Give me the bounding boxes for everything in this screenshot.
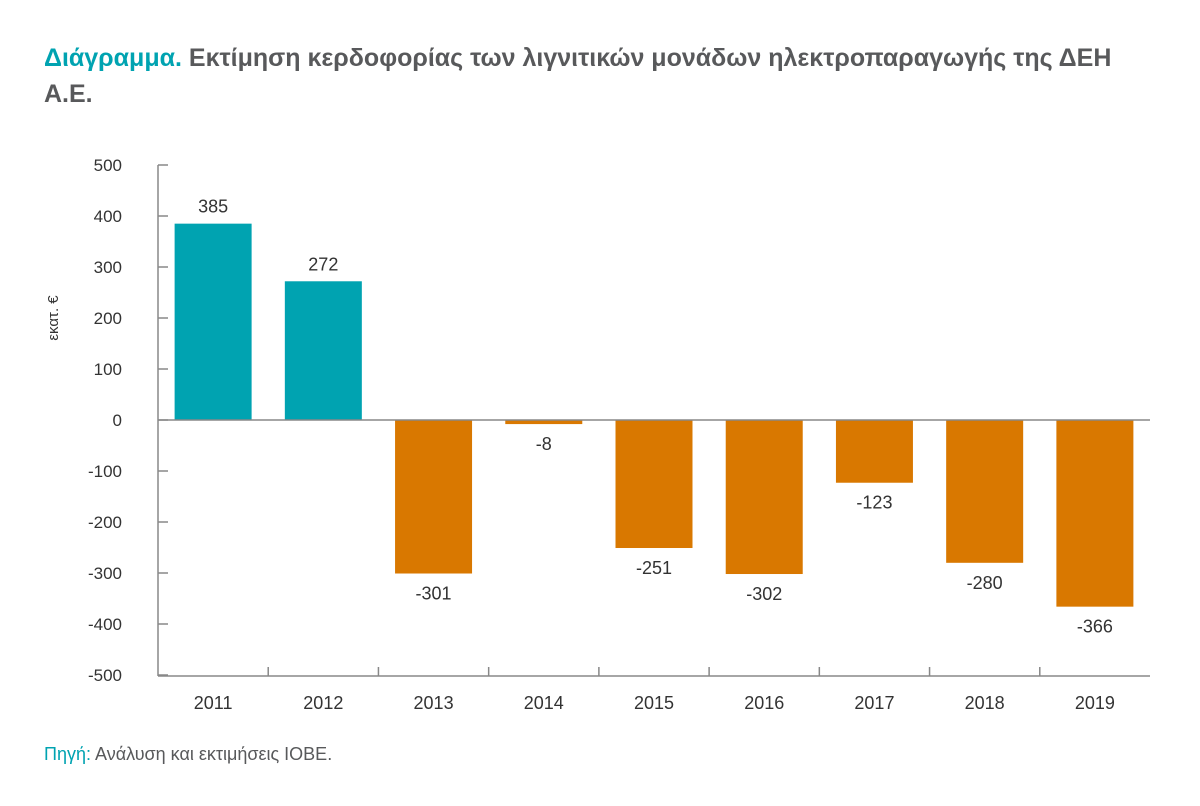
x-tick-label: 2012 xyxy=(303,693,343,713)
title-text: Εκτίμηση κερδοφορίας των λιγνιτικών μονά… xyxy=(44,44,1112,108)
data-label: -8 xyxy=(536,434,552,454)
y-tick-label: -100 xyxy=(88,462,122,481)
data-label: -301 xyxy=(416,584,452,604)
chart-title: Διάγραμμα. Εκτίμηση κερδοφορίας των λιγν… xyxy=(44,40,1164,112)
y-tick-label: 400 xyxy=(94,207,122,226)
title-lead: Διάγραμμα. xyxy=(44,44,182,72)
x-tick-label: 2016 xyxy=(744,693,784,713)
bar-2016 xyxy=(725,420,803,575)
source-note: Πηγή: Ανάλυση και εκτιμήσεις ΙΟΒΕ. xyxy=(44,744,332,765)
y-tick-label: 300 xyxy=(94,258,122,277)
y-tick-label: -200 xyxy=(88,513,122,532)
x-tick-label: 2013 xyxy=(414,693,454,713)
y-tick-label: -500 xyxy=(88,666,122,685)
bar-2018 xyxy=(946,420,1024,563)
x-tick-label: 2014 xyxy=(524,693,564,713)
x-tick-label: 2015 xyxy=(634,693,674,713)
data-label: -302 xyxy=(746,584,782,604)
bar-2017 xyxy=(835,420,913,483)
data-label: -366 xyxy=(1077,617,1113,637)
bar-2019 xyxy=(1056,420,1134,607)
x-tick-label: 2017 xyxy=(854,693,894,713)
bar-2014 xyxy=(505,420,583,425)
data-label: -280 xyxy=(967,573,1003,593)
x-tick-label: 2019 xyxy=(1075,693,1115,713)
data-label: 385 xyxy=(198,197,228,217)
data-label: -251 xyxy=(636,558,672,578)
y-tick-label: 0 xyxy=(113,411,122,430)
y-tick-label: -400 xyxy=(88,615,122,634)
bar-2013 xyxy=(395,420,473,574)
y-axis-label: εκατ. € xyxy=(45,295,62,341)
x-tick-label: 2011 xyxy=(194,693,233,713)
bar-2012 xyxy=(284,281,362,420)
data-label: -123 xyxy=(856,493,892,513)
y-tick-label: 500 xyxy=(94,156,122,175)
source-text: Ανάλυση και εκτιμήσεις ΙΟΒΕ. xyxy=(95,744,333,764)
source-lead: Πηγή: xyxy=(44,744,92,764)
y-tick-label: -300 xyxy=(88,564,122,583)
y-tick-label: 100 xyxy=(94,360,122,379)
bar-2011 xyxy=(174,223,252,420)
bar-2015 xyxy=(615,420,693,549)
data-label: 272 xyxy=(308,254,338,274)
x-tick-label: 2018 xyxy=(965,693,1005,713)
y-tick-label: 200 xyxy=(94,309,122,328)
